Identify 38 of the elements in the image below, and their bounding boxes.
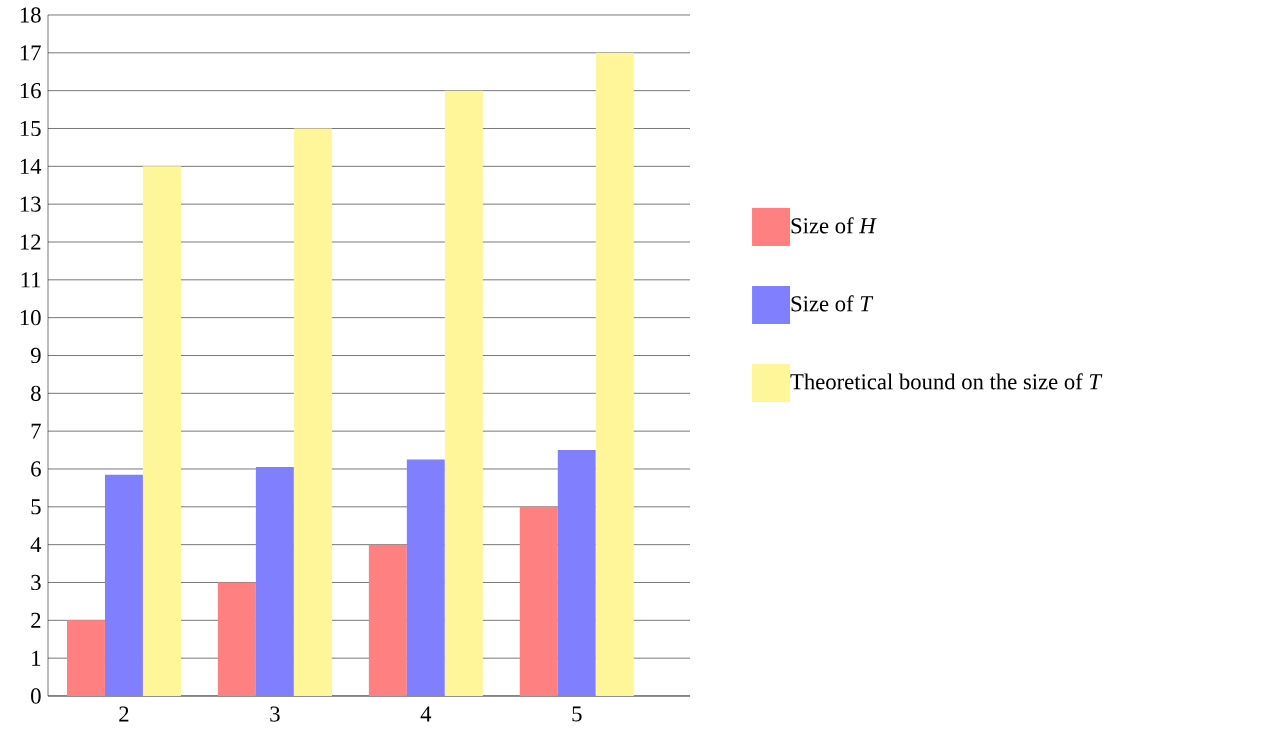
y-tick-label: 9 xyxy=(30,347,41,364)
y-tick-label: 8 xyxy=(31,385,41,401)
y-tick-label: 11 xyxy=(21,272,41,288)
y-tick-label: 5 xyxy=(31,499,41,515)
y-tick-label: 1 xyxy=(32,650,41,666)
y-tick-label: 12 xyxy=(20,234,41,250)
bar xyxy=(142,166,181,696)
x-tick-label: 3 xyxy=(270,706,280,722)
y-tick-label: 0 xyxy=(31,688,41,704)
y-tick-label: 6 xyxy=(31,461,41,477)
y-tick-label: 14 xyxy=(20,158,42,174)
y-tick-label: 10 xyxy=(20,310,41,326)
y-tick-label: 2 xyxy=(31,612,41,628)
bar xyxy=(519,506,558,696)
legend-label: Size of T xyxy=(791,295,874,312)
bar xyxy=(104,474,143,696)
y-tick-label: 17 xyxy=(20,45,41,61)
y-tick-label: 16 xyxy=(20,83,41,99)
bar xyxy=(406,459,445,696)
legend-label: Theoretical bound on the size of T xyxy=(790,373,1103,390)
bar xyxy=(557,450,596,696)
bar xyxy=(368,544,407,696)
legend-label: Size of H xyxy=(791,217,877,234)
y-tick-label: 15 xyxy=(20,120,41,137)
y-tick-label: 13 xyxy=(20,196,41,212)
bar xyxy=(217,582,256,696)
y-tick-label: 18 xyxy=(20,7,41,23)
bar xyxy=(444,90,483,696)
x-tick-label: 2 xyxy=(119,706,129,722)
x-tick-label: 5 xyxy=(572,706,582,722)
bar xyxy=(595,52,634,696)
bar xyxy=(66,620,105,696)
y-tick-label: 3 xyxy=(31,574,41,591)
bar xyxy=(293,128,332,696)
bar xyxy=(255,467,294,696)
x-tick-label: 4 xyxy=(420,706,432,722)
y-tick-label: 7 xyxy=(31,423,41,439)
y-tick-label: 4 xyxy=(30,537,42,553)
